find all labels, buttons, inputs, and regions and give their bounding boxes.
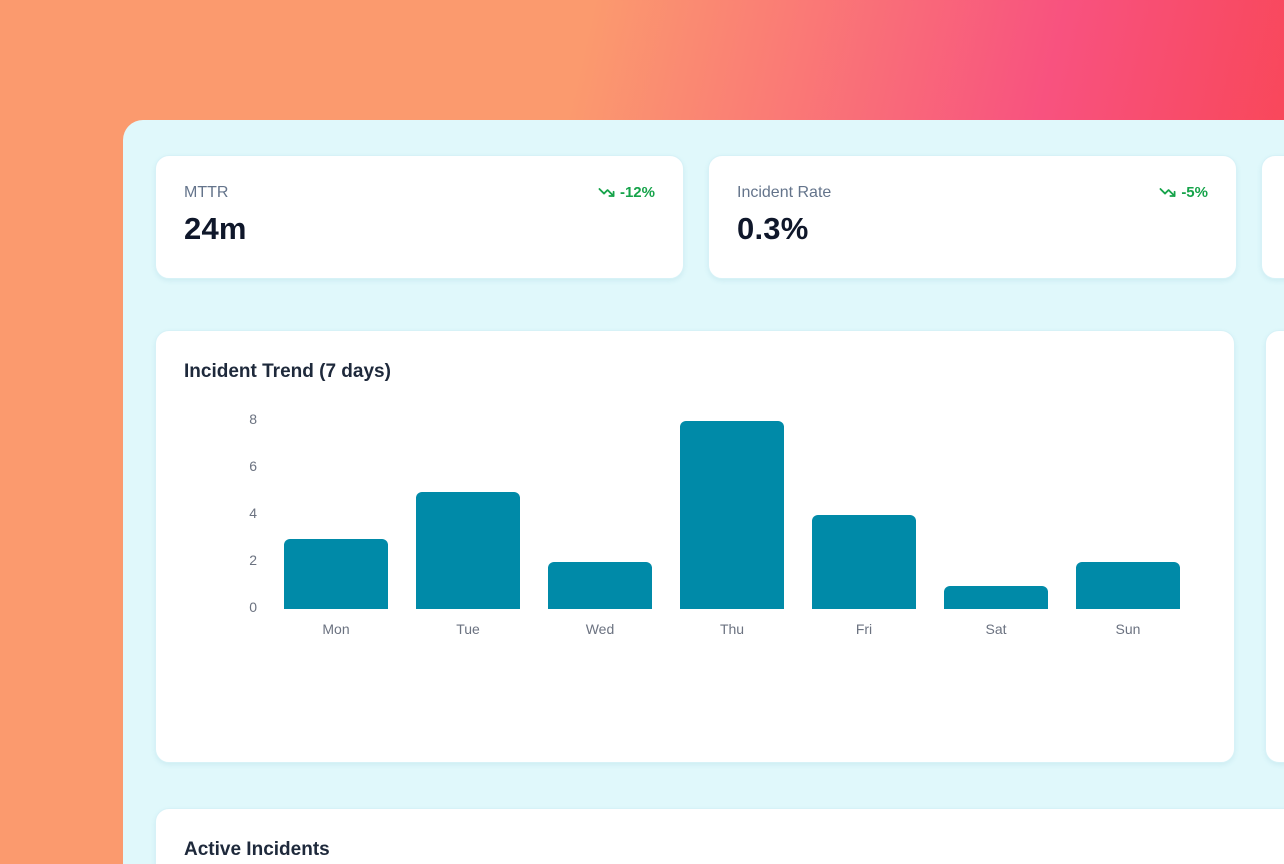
chart-bar-mon <box>284 538 388 609</box>
stat-trend: -12% <box>598 184 655 201</box>
active-incidents-card: Active Incidents <box>155 808 1284 864</box>
trending-down-icon <box>598 184 615 201</box>
x-axis-label: Wed <box>585 621 615 637</box>
x-axis-label: Tue <box>456 621 480 637</box>
chart-bar-sun <box>1076 562 1180 609</box>
x-axis-label: Mon <box>322 621 350 637</box>
trending-down-icon <box>1159 184 1176 201</box>
x-axis-label: Sat <box>985 621 1007 637</box>
y-axis-tick-label: 4 <box>249 505 257 521</box>
stat-trend-value: -5% <box>1181 184 1208 201</box>
stat-trend-value: -12% <box>619 184 655 201</box>
stat-label: Incident Rate <box>737 184 832 201</box>
bar-chart: 0 2 4 6 8 Mon Tue Wed Thu Fri Sat Sun <box>156 331 1234 762</box>
incident-trend-card: Incident Trend (7 days) 0 2 4 6 8 Mon Tue Wed Th… <box>155 330 1235 763</box>
chart-bar-tue <box>416 491 520 609</box>
stat-card-offscreen <box>1261 155 1284 279</box>
stats-row: MTTR -12% 24m Incident Rate -5% <box>155 155 1284 279</box>
incidents-title: Active Incidents <box>184 839 330 860</box>
stat-label: MTTR <box>184 184 229 201</box>
stat-card-mttr: MTTR -12% 24m <box>155 155 684 279</box>
stat-trend: -5% <box>1159 184 1208 201</box>
chart-bar-thu <box>680 421 784 609</box>
y-axis-tick-label: 2 <box>249 552 257 568</box>
chart-bar-fri <box>812 515 916 609</box>
x-axis-label: Sun <box>1115 621 1141 637</box>
dashboard-panel: MTTR -12% 24m Incident Rate -5% <box>123 120 1284 864</box>
stat-value: 0.3% <box>737 211 809 246</box>
x-axis-label: Thu <box>719 621 745 637</box>
chart-bar-wed <box>548 562 652 609</box>
y-axis-tick-label: 0 <box>249 599 257 615</box>
side-card-offscreen <box>1265 330 1284 763</box>
stat-card-incident-rate: Incident Rate -5% 0.3% <box>708 155 1237 279</box>
y-axis-tick-label: 6 <box>249 458 257 474</box>
y-axis-tick-label: 8 <box>249 411 257 427</box>
x-axis-label: Fri <box>855 621 873 637</box>
chart-bar-sat <box>944 585 1048 609</box>
chart-title: Incident Trend (7 days) <box>184 361 391 382</box>
stat-value: 24m <box>184 211 247 246</box>
